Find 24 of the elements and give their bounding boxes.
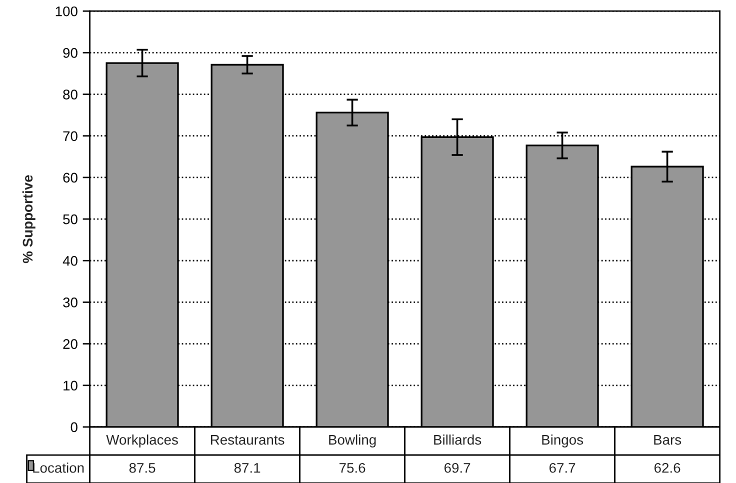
- x-tick-label: Bars: [654, 435, 682, 445]
- y-tick-label: 80: [63, 90, 78, 100]
- data-label: 69.7: [444, 462, 470, 473]
- y-tick-label: 60: [63, 172, 78, 183]
- x-tick-label: Bingos: [542, 434, 584, 448]
- x-tick-label: Restaurants: [210, 435, 284, 445]
- y-tick-label: 70: [63, 131, 78, 142]
- data-label: 75.6: [339, 462, 366, 473]
- data-label: 87.5: [129, 462, 156, 473]
- x-tick-label: Bowling: [329, 434, 376, 448]
- data-label: 62.6: [654, 462, 680, 473]
- y-tick-label: 30: [63, 298, 78, 308]
- x-tick-label: Billiards: [434, 434, 482, 445]
- y-tick-label: 90: [63, 48, 78, 58]
- y-tick-label: 50: [63, 214, 78, 224]
- y-axis-title: % Supportive: [22, 175, 36, 264]
- x-tick-label: Workplaces: [106, 434, 178, 448]
- data-label: 87.1: [234, 462, 260, 473]
- y-tick-label: 10: [64, 380, 78, 391]
- y-tick-label: 40: [62, 256, 78, 266]
- y-tick-label: 0: [70, 422, 78, 432]
- data-label: 67.7: [549, 462, 576, 473]
- y-tick-label: 20: [63, 339, 78, 349]
- y-tick-label: 100: [56, 6, 78, 16]
